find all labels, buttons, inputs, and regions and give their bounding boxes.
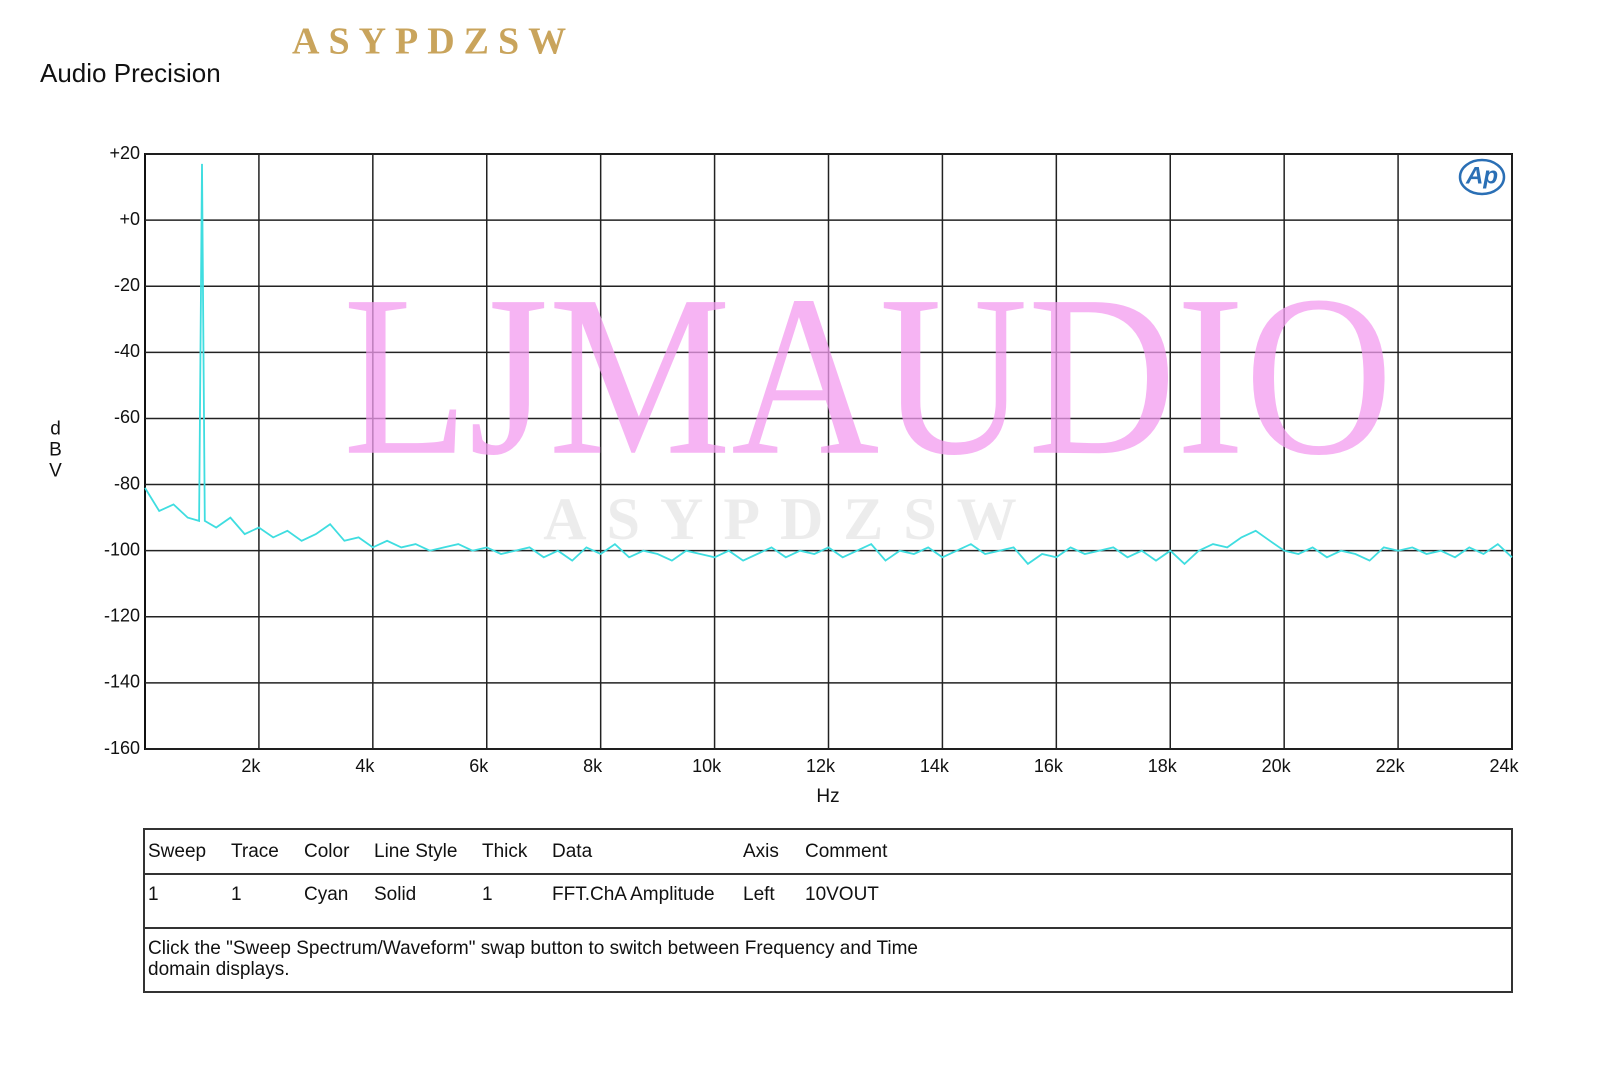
- logo-ring: [1458, 158, 1506, 196]
- y-tick-label: -100: [104, 539, 140, 559]
- x-axis-label: Hz: [816, 786, 839, 807]
- table-cell: Left: [743, 884, 775, 905]
- table-header: Thick: [482, 841, 528, 862]
- y-tick-label: -60: [114, 407, 140, 427]
- y-axis-label: dBV: [45, 419, 66, 482]
- x-tick-label: 22k: [1376, 756, 1406, 776]
- x-tick-label: 10k: [692, 756, 722, 776]
- x-tick-label: 8k: [583, 756, 603, 776]
- y-tick-label: +0: [119, 209, 140, 229]
- table-header: Color: [304, 841, 350, 862]
- legend-table: [143, 828, 1513, 993]
- x-tick-label: 14k: [920, 756, 950, 776]
- logo: Ap: [1465, 162, 1498, 189]
- y-tick-label: -140: [104, 672, 140, 692]
- y-tick-label: -40: [114, 341, 140, 361]
- table-cell: 1: [482, 884, 493, 905]
- y-tick-label: -20: [114, 275, 140, 295]
- table-note: Click the "Sweep Spectrum/Waveform" swap…: [148, 938, 918, 959]
- table-cell: FFT.ChA Amplitude: [552, 884, 715, 905]
- table-header: Data: [552, 841, 593, 862]
- x-tick-label: 16k: [1034, 756, 1064, 776]
- table-cell: 1: [148, 884, 159, 905]
- x-tick-label: 12k: [806, 756, 836, 776]
- table-header: Line Style: [374, 841, 457, 862]
- brand: ASYPDZSW: [292, 21, 575, 63]
- table-header: Sweep: [148, 841, 206, 862]
- y-tick-label: -80: [114, 473, 140, 493]
- x-tick-label: 4k: [355, 756, 375, 776]
- table-cell: Solid: [374, 884, 416, 905]
- table-cell: 10VOUT: [805, 884, 879, 905]
- table-cell: Cyan: [304, 884, 348, 905]
- y-tick-label: -160: [104, 738, 140, 758]
- table-cell: 1: [231, 884, 242, 905]
- table-note: domain displays.: [148, 959, 290, 980]
- x-tick-label: 24k: [1489, 756, 1519, 776]
- x-tick-label: 2k: [241, 756, 261, 776]
- y-tick-label: -120: [104, 606, 140, 626]
- y-tick-label: +20: [109, 143, 140, 163]
- x-tick-label: 20k: [1262, 756, 1292, 776]
- x-tick-label: 6k: [469, 756, 489, 776]
- x-tick-label: 18k: [1148, 756, 1178, 776]
- table-header: Comment: [805, 841, 888, 862]
- watermark-faint: ASYPDZSW: [543, 486, 1036, 552]
- spectrum-line: [144, 163, 1513, 566]
- watermark: LJMAUDIO: [343, 248, 1393, 503]
- table-header: Axis: [743, 841, 779, 862]
- table-header: Trace: [231, 841, 279, 862]
- page-title: Audio Precision: [40, 58, 221, 88]
